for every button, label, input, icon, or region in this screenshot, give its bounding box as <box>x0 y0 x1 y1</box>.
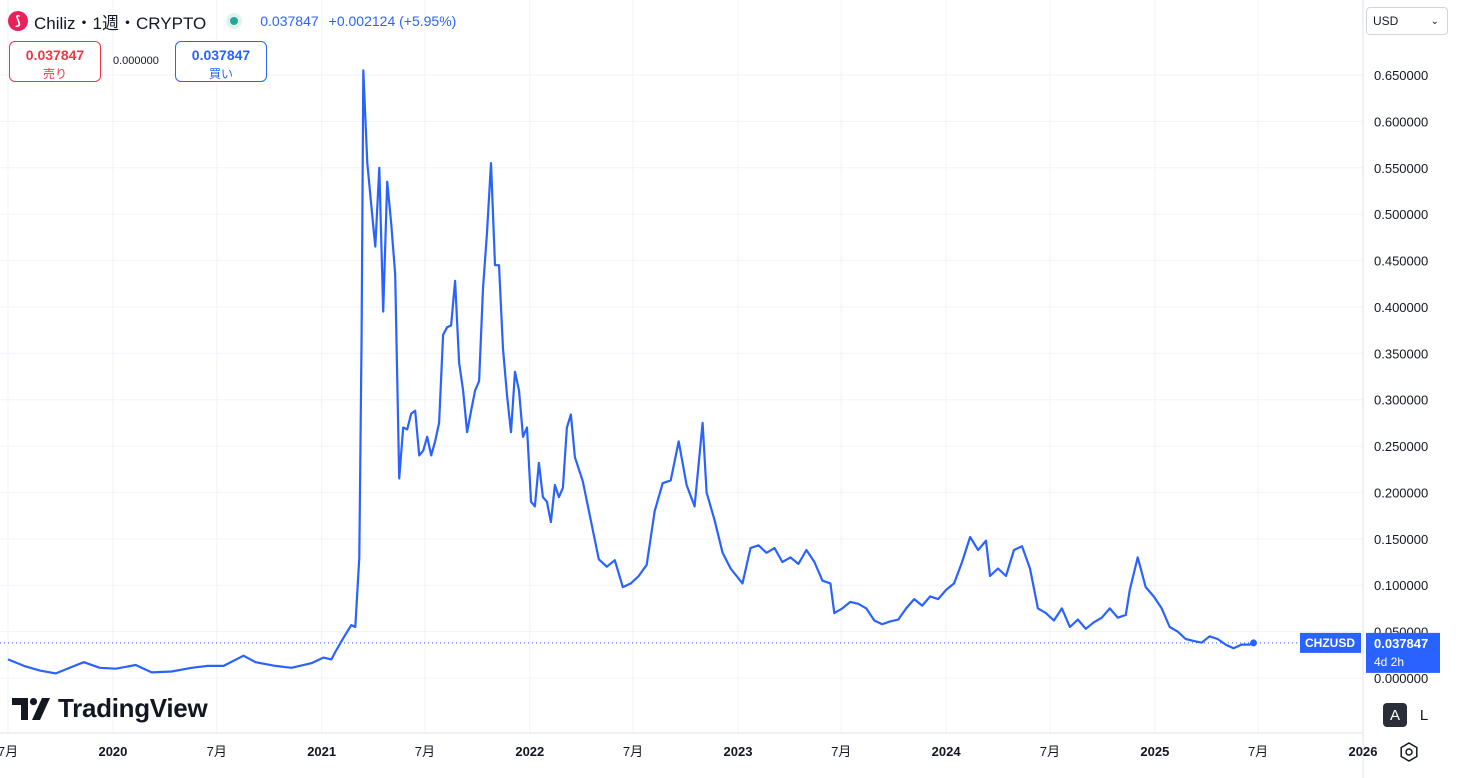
y-tick-label: 0.100000 <box>1374 578 1428 593</box>
x-tick-label: 7月 <box>831 744 851 759</box>
sell-button[interactable]: 0.037847 売り <box>9 41 101 82</box>
sell-label: 売り <box>42 67 67 81</box>
buy-button[interactable]: 0.037847 買い <box>175 41 267 82</box>
settings-gear-icon[interactable] <box>1398 741 1420 763</box>
y-tick-label: 0.350000 <box>1374 346 1428 361</box>
chiliz-logo-icon: ⟆ <box>8 11 28 31</box>
log-scale-button[interactable]: L <box>1419 706 1429 724</box>
series-line-chzusd <box>7 69 1254 675</box>
y-tick-label: 0.400000 <box>1374 300 1428 315</box>
price-tags: CHZUSD 0.037847 4d 2h <box>1300 632 1440 673</box>
countdown-label: 4d 2h <box>1374 655 1404 669</box>
x-tick-label: 7月 <box>0 744 18 759</box>
last-price-tag: 0.037847 <box>1374 636 1428 651</box>
symbol-tag: CHZUSD <box>1305 636 1355 650</box>
y-tick-label: 0.500000 <box>1374 207 1428 222</box>
header-change: +0.002124 (+5.95%) <box>328 13 457 29</box>
x-tick-label: 2025 <box>1140 744 1169 759</box>
chevron-down-icon: ⌄ <box>1430 15 1439 27</box>
buy-label: 買い <box>208 67 233 81</box>
y-tick-label: 0.000000 <box>1374 671 1428 686</box>
y-tick-label: 0.450000 <box>1374 254 1428 269</box>
x-tick-label: 7月 <box>207 744 227 759</box>
tradingview-watermark[interactable]: TradingView <box>12 693 208 724</box>
y-tick-label: 0.250000 <box>1374 439 1428 454</box>
market-status-icon[interactable] <box>226 13 243 29</box>
y-tick-label: 0.200000 <box>1374 485 1428 500</box>
x-tick-label: 7月 <box>1248 744 1268 759</box>
y-tick-label: 0.550000 <box>1374 161 1428 176</box>
tradingview-logo-icon <box>12 697 50 720</box>
x-tick-label: 7月 <box>623 744 643 759</box>
header-price: 0.037847 <box>260 13 319 29</box>
x-tick-label: 2026 <box>1349 744 1378 759</box>
last-price-dot <box>1250 639 1258 647</box>
auto-scale-button[interactable]: A <box>1383 703 1407 727</box>
symbol-tag-bg <box>1300 632 1361 653</box>
tradingview-wordmark: TradingView <box>58 693 208 723</box>
x-tick-label: 2021 <box>307 744 336 759</box>
currency-select[interactable]: USD ⌄ <box>1366 7 1448 35</box>
x-tick-label: 7月 <box>1040 744 1060 759</box>
y-tick-label: 0.300000 <box>1374 393 1428 408</box>
last-price-tag-bg <box>1366 632 1440 673</box>
spread-value: 0.000000 <box>113 55 159 67</box>
currency-value: USD <box>1373 14 1399 28</box>
chart-header: ⟆ Chiliz・1週・CRYPTO 0.037847 +0.002124 (+… <box>8 8 456 34</box>
x-tick-label: 2022 <box>515 744 544 759</box>
x-tick-label: 2024 <box>932 744 962 759</box>
buy-price: 0.037847 <box>191 47 251 63</box>
chart-grid <box>0 0 1364 733</box>
price-axis[interactable]: 0.0000000.0500000.1000000.1500000.200000… <box>1374 68 1428 686</box>
x-tick-label: 7月 <box>415 744 435 759</box>
y-tick-label: 0.600000 <box>1374 114 1428 129</box>
y-tick-label: 0.650000 <box>1374 68 1428 83</box>
sell-price: 0.037847 <box>25 47 85 63</box>
time-axis[interactable]: 7月 2020 7月 2021 7月 2022 7月 2023 7月 2024 7月 2025 7月 20… <box>0 744 1377 759</box>
y-tick-label: 0.150000 <box>1374 532 1428 547</box>
x-tick-label: 2023 <box>724 744 753 759</box>
symbol-title[interactable]: Chiliz・1週・CRYPTO <box>34 13 207 33</box>
x-tick-label: 2020 <box>98 744 127 759</box>
